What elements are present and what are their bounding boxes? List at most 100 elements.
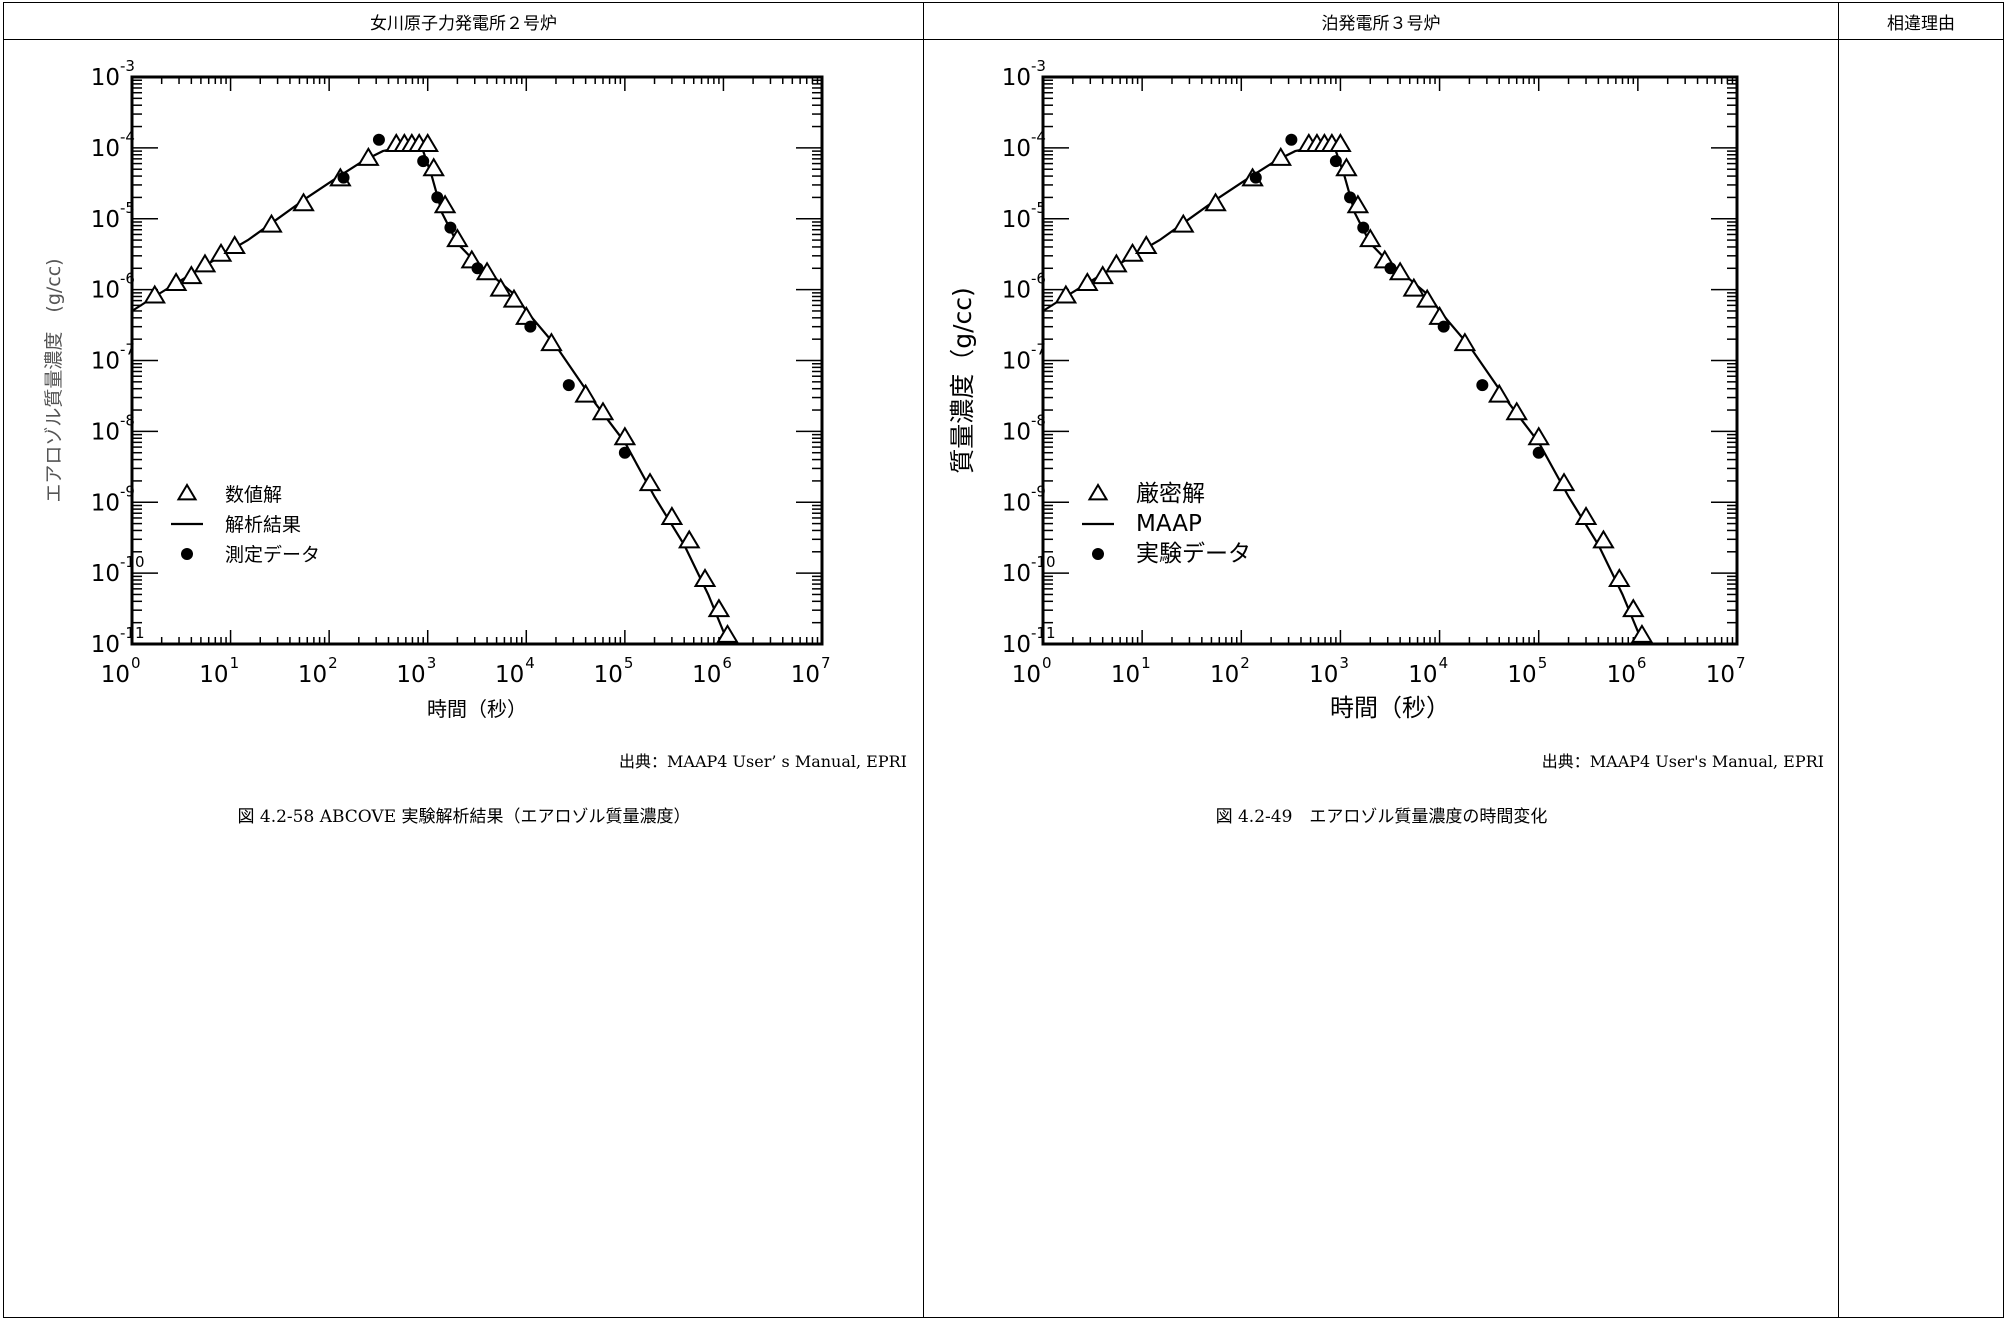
data-point-triangle: [1172, 213, 1195, 233]
y-tick-label: 10: [1002, 561, 1031, 587]
x-tick-exponent: 0: [1042, 654, 1052, 672]
data-point-dot: [1532, 446, 1545, 459]
x-tick-label: 10: [692, 662, 721, 688]
legend-label-dot: 測定データ: [225, 544, 320, 566]
y-tick-label: 10: [91, 632, 120, 658]
y-tick-label: 10: [1002, 278, 1031, 304]
data-point-dot: [431, 191, 444, 204]
y-tick-label: 10: [91, 419, 120, 445]
data-point-triangle: [540, 332, 563, 352]
plot-frame: [130, 75, 824, 646]
reason-column: [1838, 39, 2004, 1318]
x-axis-label: 時間（秒）: [1330, 694, 1450, 722]
y-axis-label: 質量濃度（g/cc): [948, 287, 977, 474]
data-point-dot: [1344, 191, 1357, 204]
x-tick-exponent: 5: [624, 654, 634, 672]
x-tick-exponent: 0: [131, 654, 141, 672]
header-reason: 相違理由: [1838, 2, 2004, 40]
data-point-triangle: [591, 401, 615, 421]
data-point-triangle: [422, 157, 445, 177]
y-tick-exponent: -5: [1031, 199, 1046, 217]
header-tomari: 泊発電所３号炉: [923, 2, 1839, 40]
data-point-triangle: [1630, 623, 1654, 643]
x-tick-exponent: 2: [1240, 654, 1250, 672]
legend-triangle-marker: [176, 483, 198, 501]
onagawa-column: 10 0 10 1 10 2 10 3 10 4 10 5 10 6 10 7 10 -3 10 -4 10 -5 10 -6…: [3, 39, 924, 1318]
x-tick-exponent: 7: [1736, 654, 1746, 672]
x-tick-label: 10: [101, 662, 130, 688]
series-line: [1042, 145, 1647, 645]
y-tick-exponent: -7: [120, 341, 135, 359]
data-point-dot: [1357, 221, 1370, 234]
y-tick-exponent: -10: [120, 553, 145, 571]
data-point-triangle: [638, 472, 662, 492]
data-point-triangle: [1402, 277, 1426, 297]
data-point-triangle: [1415, 288, 1439, 308]
y-tick-label: 10: [91, 561, 120, 587]
y-tick-exponent: -6: [120, 270, 135, 288]
legend-label-triangle: 数値解: [225, 484, 282, 506]
y-tick-label: 10: [91, 490, 120, 516]
data-point-triangle: [1453, 332, 1477, 352]
legend-label-triangle: 厳密解: [1136, 481, 1205, 507]
x-tick-label: 10: [1309, 662, 1338, 688]
legend-label-dot: 実験データ: [1136, 541, 1251, 567]
y-tick-label: 10: [1002, 419, 1031, 445]
x-tick-exponent: 4: [525, 654, 535, 672]
y-tick-exponent: -8: [120, 411, 135, 429]
y-tick-exponent: -8: [1031, 411, 1046, 429]
y-tick-exponent: -11: [120, 624, 145, 642]
aerosol-chart-tomari: 10 0 10 1 10 2 10 3 10 4 10 5 10 6 10 710 -310 -410 -510 -6…: [948, 57, 1746, 722]
y-tick-exponent: -11: [1031, 624, 1056, 642]
data-point-triangle: [1054, 284, 1078, 304]
data-point-triangle: [1134, 234, 1158, 254]
x-tick-label: 10: [594, 662, 623, 688]
data-point-triangle: [416, 132, 439, 152]
x-tick-exponent: 6: [722, 654, 732, 672]
x-tick-label: 10: [1408, 662, 1437, 688]
data-point-dot: [1329, 155, 1342, 168]
y-tick-label: 10: [1002, 490, 1031, 516]
data-point-dot: [524, 320, 537, 333]
x-tick-exponent: 1: [1141, 654, 1151, 672]
data-point-triangle: [1346, 194, 1370, 214]
x-axis-label: 時間（秒）: [427, 697, 527, 721]
y-tick-label: 10: [91, 65, 120, 91]
data-point-triangle: [1105, 253, 1128, 273]
source-note-tomari: 出典：MAAP4 User's Manual, EPRI: [1541, 752, 1824, 771]
data-point-triangle: [1359, 228, 1382, 248]
x-tick-exponent: 5: [1538, 654, 1548, 672]
series-line: [131, 145, 733, 645]
x-tick-label: 10: [199, 662, 228, 688]
data-point-dot: [417, 155, 430, 168]
data-point-triangle: [1091, 265, 1114, 285]
y-tick-label: 10: [91, 278, 120, 304]
data-point-triangle: [707, 598, 731, 618]
y-tick-exponent: -6: [1031, 270, 1046, 288]
legend-triangle-marker: [1087, 483, 1109, 501]
y-tick-exponent: -9: [120, 482, 135, 500]
y-tick-label: 10: [91, 207, 120, 233]
x-tick-exponent: 6: [1637, 654, 1647, 672]
data-point-triangle: [433, 194, 457, 214]
data-point-dot: [372, 133, 385, 146]
data-point-triangle: [1505, 401, 1528, 421]
legend-dot-marker: [1092, 548, 1104, 560]
data-point-triangle: [1592, 529, 1615, 549]
data-point-triangle: [193, 253, 217, 273]
data-point-triangle: [677, 529, 701, 549]
legend-label-line: MAAP: [1136, 511, 1202, 537]
y-tick-label: 10: [1002, 632, 1031, 658]
y-tick-label: 10: [91, 136, 120, 162]
x-tick-exponent: 3: [427, 654, 437, 672]
x-tick-exponent: 2: [328, 654, 338, 672]
y-tick-exponent: -10: [1031, 553, 1056, 571]
y-axis-label: エアロゾル質量濃度 (g/cc): [43, 258, 65, 502]
data-point-triangle: [357, 146, 380, 166]
data-point-dot: [618, 446, 631, 459]
data-point-triangle: [1527, 426, 1550, 446]
data-point-triangle: [223, 234, 246, 254]
data-point-triangle: [613, 426, 637, 446]
data-point-triangle: [693, 568, 717, 587]
x-tick-label: 10: [1706, 662, 1735, 688]
